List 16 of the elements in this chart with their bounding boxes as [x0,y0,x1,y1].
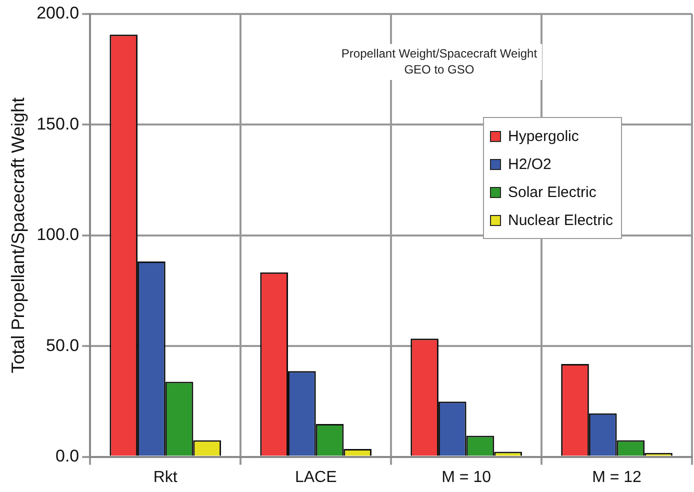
legend-label: Hypergolic [508,128,579,144]
y-tick-label: 0.0 [56,446,80,466]
y-tick-label: 100.0 [36,225,80,244]
y-axis-title: Total Propellant/Spacecraft Weight [8,97,28,374]
x-tick-label: LACE [294,468,337,486]
legend-label: Solar Electric [508,184,596,200]
x-tick-label: M = 12 [592,468,642,486]
legend-label: H2/O2 [508,156,552,172]
text: Propellant Weight/Spacecraft Weight [341,46,538,60]
y-tick-label: 150.0 [36,114,80,134]
x-tick-label: M = 10 [442,468,492,486]
legend-label: Nuclear Electric [508,212,614,228]
y-tick-label: 50.0 [46,336,80,355]
x-tick-label: Rkt [153,468,178,486]
text: GEO to GSO [404,62,474,76]
y-tick-label: 200.0 [36,4,80,23]
